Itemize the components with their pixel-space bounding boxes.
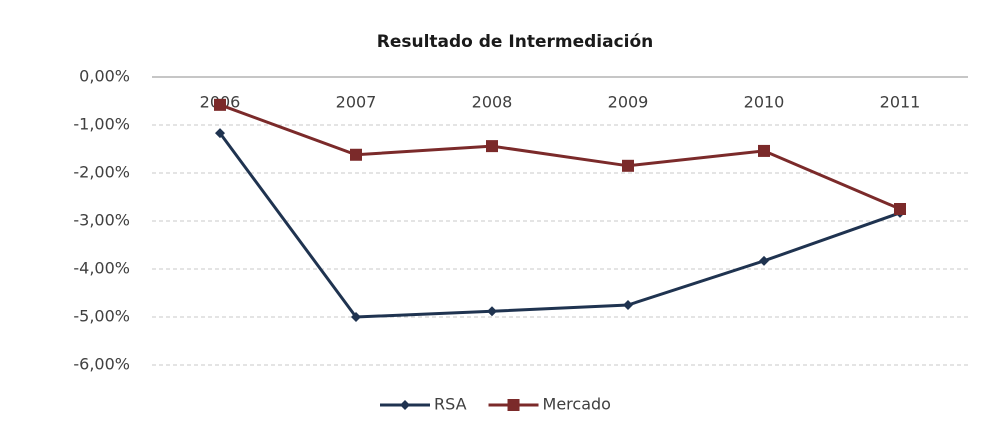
chart-title: Resultado de Intermediación xyxy=(377,32,654,52)
data-point xyxy=(215,128,225,139)
data-point xyxy=(486,140,498,153)
y-tick-label: -2,00% xyxy=(73,163,130,182)
x-tick-label: 2009 xyxy=(608,93,649,112)
data-point xyxy=(759,255,769,266)
x-tick-label: 2008 xyxy=(472,93,513,112)
legend-label: Mercado xyxy=(543,395,611,414)
y-tick-label: -3,00% xyxy=(73,211,130,230)
data-point xyxy=(758,144,770,157)
data-point xyxy=(350,148,362,161)
data-point xyxy=(623,300,633,310)
legend-marker xyxy=(400,400,410,410)
y-tick-label: -5,00% xyxy=(73,307,130,326)
legend-label: RSA xyxy=(434,395,467,414)
series-line xyxy=(218,132,901,319)
data-point xyxy=(487,306,497,317)
y-tick-label: -1,00% xyxy=(73,115,130,134)
x-tick-label: 2011 xyxy=(880,93,921,112)
data-point xyxy=(894,203,906,215)
data-point xyxy=(622,159,634,172)
data-point xyxy=(214,98,226,111)
data-point xyxy=(351,312,361,322)
y-tick-label: -6,00% xyxy=(73,355,130,374)
legend-marker xyxy=(507,399,520,411)
x-tick-label: 2007 xyxy=(336,93,377,112)
y-tick-label: 0,00% xyxy=(79,67,130,86)
series-line xyxy=(219,103,901,211)
x-tick-label: 2010 xyxy=(744,93,785,112)
y-tick-label: -4,00% xyxy=(73,259,130,278)
